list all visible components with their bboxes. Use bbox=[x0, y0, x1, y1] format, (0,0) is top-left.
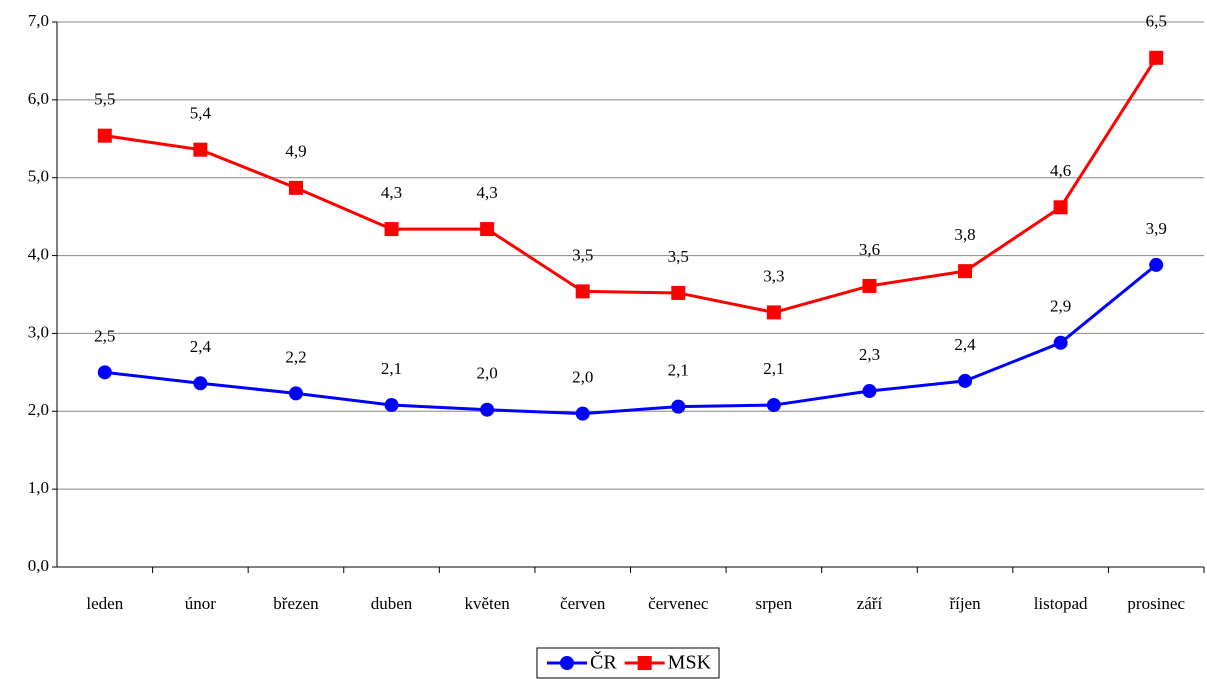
y-tick-label: 5,0 bbox=[28, 167, 49, 186]
value-label: 2,9 bbox=[1050, 297, 1071, 316]
data-point bbox=[862, 384, 877, 399]
legend-marker bbox=[559, 656, 574, 670]
data-point bbox=[575, 284, 590, 299]
data-point bbox=[97, 128, 112, 143]
value-label: 5,5 bbox=[94, 90, 115, 109]
legend-marker bbox=[637, 656, 652, 670]
value-label: 2,5 bbox=[94, 326, 115, 345]
data-point bbox=[766, 398, 781, 413]
data-point bbox=[671, 285, 686, 300]
value-label: 6,5 bbox=[1146, 12, 1167, 31]
value-label: 3,9 bbox=[1146, 219, 1167, 238]
data-point bbox=[193, 376, 208, 391]
data-point bbox=[671, 399, 686, 414]
y-tick-label: 4,0 bbox=[28, 244, 49, 263]
data-point bbox=[288, 386, 303, 401]
x-tick-label: listopad bbox=[1034, 594, 1088, 613]
data-point bbox=[1053, 335, 1068, 350]
x-tick-label: červen bbox=[560, 594, 606, 613]
data-point bbox=[97, 365, 112, 380]
series-line bbox=[104, 57, 1158, 314]
data-point bbox=[862, 278, 877, 293]
data-point bbox=[480, 222, 495, 237]
value-label: 2,1 bbox=[763, 359, 784, 378]
x-tick-label: srpen bbox=[755, 594, 792, 613]
value-label: 2,4 bbox=[954, 335, 976, 354]
series-line bbox=[104, 263, 1158, 416]
x-tick-label: leden bbox=[86, 594, 123, 613]
x-tick-label: červenec bbox=[648, 594, 709, 613]
value-label: 3,6 bbox=[859, 240, 880, 259]
y-tick-label: 0,0 bbox=[28, 556, 49, 575]
data-point bbox=[575, 406, 590, 421]
data-point bbox=[384, 222, 399, 237]
x-tick-label: únor bbox=[185, 594, 217, 613]
y-tick-label: 7,0 bbox=[28, 11, 49, 30]
value-label: 2,1 bbox=[381, 359, 402, 378]
x-tick-label: květen bbox=[464, 594, 510, 613]
value-label: 3,5 bbox=[572, 245, 593, 264]
value-label: 3,3 bbox=[763, 266, 784, 285]
data-point bbox=[958, 373, 973, 388]
data-point bbox=[1053, 200, 1068, 215]
y-tick-label: 3,0 bbox=[28, 322, 49, 341]
value-label: 2,0 bbox=[572, 368, 593, 387]
x-tick-label: říjen bbox=[949, 594, 981, 613]
legend: ČR MSK bbox=[536, 647, 720, 679]
value-label: 4,6 bbox=[1050, 161, 1071, 180]
value-label: 3,5 bbox=[668, 247, 689, 266]
y-tick-label: 2,0 bbox=[28, 400, 49, 419]
y-tick-label: 6,0 bbox=[28, 89, 49, 108]
data-point bbox=[958, 264, 973, 279]
data-point bbox=[766, 305, 781, 320]
value-label: 5,4 bbox=[190, 104, 212, 123]
data-point bbox=[193, 142, 208, 157]
value-label: 3,8 bbox=[954, 225, 975, 244]
legend-label: MSK bbox=[668, 652, 712, 674]
x-tick-label: září bbox=[857, 594, 883, 613]
data-point bbox=[288, 180, 303, 195]
value-label: 2,1 bbox=[668, 361, 689, 380]
value-label: 2,2 bbox=[285, 347, 306, 366]
value-label: 2,3 bbox=[859, 345, 880, 364]
data-point bbox=[1149, 257, 1164, 272]
x-tick-label: duben bbox=[371, 594, 413, 613]
value-label: 2,0 bbox=[477, 364, 498, 383]
x-tick-label: prosinec bbox=[1127, 594, 1185, 613]
data-point bbox=[1149, 50, 1164, 65]
value-label: 2,4 bbox=[190, 337, 212, 356]
data-point bbox=[384, 398, 399, 413]
value-label: 4,3 bbox=[477, 183, 498, 202]
value-label: 4,9 bbox=[285, 142, 306, 161]
y-tick-label: 1,0 bbox=[28, 478, 49, 497]
value-label: 4,3 bbox=[381, 183, 402, 202]
legend-label: ČR bbox=[590, 650, 617, 674]
x-tick-label: březen bbox=[273, 594, 319, 613]
data-point bbox=[480, 402, 495, 417]
